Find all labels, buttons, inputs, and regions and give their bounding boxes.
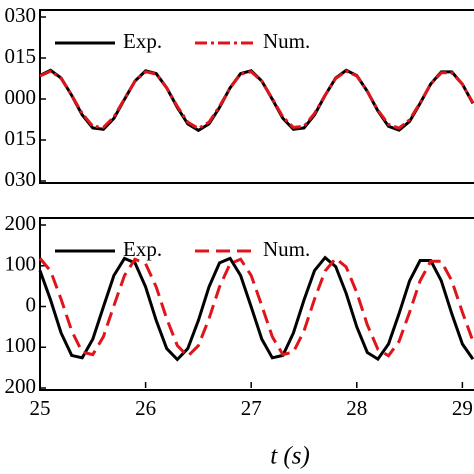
plot-frame — [39, 217, 474, 391]
legend-label: Num. — [263, 237, 310, 261]
y-tick-label: 015 — [5, 44, 37, 68]
y-tick-label: 000 — [5, 85, 37, 109]
legend-label: Num. — [263, 29, 310, 53]
data-line — [38, 256, 474, 359]
y-tick-label: 100 — [5, 252, 37, 276]
y-tick-label: 030 — [5, 3, 37, 27]
y-tick-label: 030 — [5, 167, 37, 191]
y-tick-label: 100 — [5, 333, 37, 357]
x-tick-label: 25 — [30, 396, 51, 420]
x-tick-label: 27 — [241, 396, 262, 420]
x-axis-label: t (s) — [270, 443, 310, 470]
x-tick-label: 29 — [452, 396, 473, 420]
legend-label: Exp. — [123, 29, 162, 53]
y-tick-label: 200 — [5, 374, 37, 398]
data-line — [39, 69, 474, 131]
y-tick-label: 0 — [26, 292, 37, 316]
data-line — [38, 255, 474, 362]
legend-label: Exp. — [123, 237, 162, 261]
y-tick-label: 015 — [5, 126, 37, 150]
y-tick-label: 200 — [5, 211, 37, 235]
x-tick-label: 28 — [346, 396, 367, 420]
x-tick-label: 26 — [135, 396, 156, 420]
plot-frame — [39, 9, 474, 184]
